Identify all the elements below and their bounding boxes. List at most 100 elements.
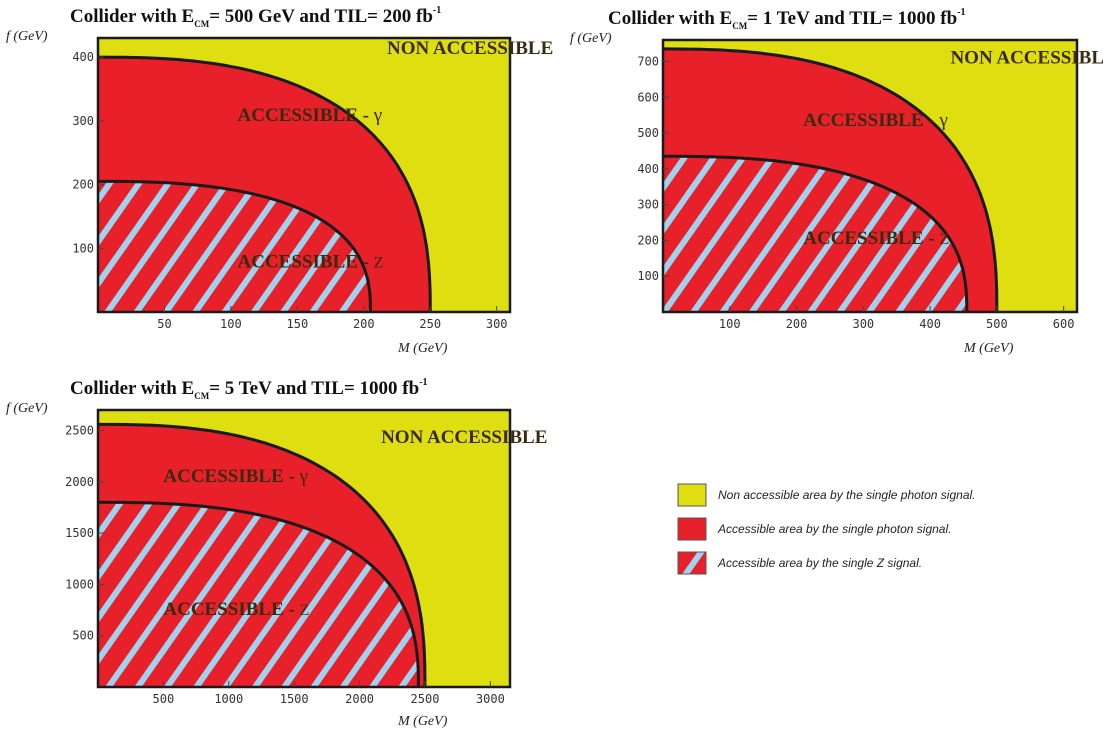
label-accessible-z: ACCESSIBLE - Z	[238, 251, 384, 272]
y-tick-label: 100	[637, 269, 659, 283]
chart-title: Collider with ECM= 5 TeV and TIL= 1000 f…	[70, 377, 428, 401]
label-text: ACCESSIBLE -	[163, 599, 299, 620]
y-tick-label: 400	[637, 162, 659, 176]
plot-frame	[661, 38, 1079, 314]
y-tick-label: 2000	[65, 475, 94, 489]
title-part: = 1 TeV and TIL= 1000 fb	[747, 8, 957, 29]
y-axis-label: f (GeV)	[6, 401, 48, 416]
label-symbol: Z	[374, 254, 384, 271]
title-superscript: -1	[419, 377, 427, 388]
x-tick-label: 200	[353, 317, 375, 331]
legend-swatch-3	[677, 551, 707, 575]
chart-title: Collider with ECM= 1 TeV and TIL= 1000 f…	[608, 7, 966, 31]
boundary-z	[97, 500, 420, 687]
label-symbol: Z	[300, 602, 310, 619]
label-accessible-z: ACCESSIBLE - Z	[803, 228, 949, 249]
label-accessible-z: ACCESSIBLE - Z	[163, 599, 309, 620]
x-tick-label: 2000	[345, 692, 374, 706]
charts-group: Collider with ECM= 500 GeV and TIL= 200 …	[6, 5, 1103, 729]
title-superscript: -1	[957, 7, 965, 18]
y-tick-label: 300	[637, 198, 659, 212]
x-axis-label: M (GeV)	[397, 341, 448, 356]
y-tick-label: 400	[72, 50, 94, 64]
x-tick-label: 100	[719, 317, 741, 331]
x-tick-label: 150	[287, 317, 309, 331]
title-part: = 5 TeV and TIL= 1000 fb	[209, 378, 419, 399]
chart-title: Collider with ECM= 500 GeV and TIL= 200 …	[70, 5, 441, 29]
x-tick-label: 1000	[214, 692, 243, 706]
label-text: ACCESSIBLE -	[238, 251, 374, 272]
x-tick-label: 500	[986, 317, 1008, 331]
y-tick-label: 500	[72, 629, 94, 643]
plot-frame	[96, 408, 512, 689]
y-tick-label: 500	[637, 126, 659, 140]
y-tick-label: 700	[637, 54, 659, 68]
boundary-z	[663, 154, 969, 312]
label-text: ACCESSIBLE -	[803, 110, 939, 131]
x-tick-label: 2500	[411, 692, 440, 706]
x-tick-label: 300	[486, 317, 508, 331]
boundary-gamma	[98, 422, 427, 688]
label-symbol: γ	[299, 466, 308, 487]
label-accessible-gamma: ACCESSIBLE - γ	[163, 466, 308, 487]
label-accessible-gamma: ACCESSIBLE - γ	[803, 110, 948, 131]
region-accessible-z	[98, 502, 419, 687]
x-tick-label: 600	[1053, 317, 1075, 331]
legend-swatch-1	[677, 483, 707, 507]
label-symbol: γ	[373, 105, 382, 126]
chart-1: Collider with ECM= 500 GeV and TIL= 200 …	[6, 5, 553, 356]
legend: Non accessible area by the single photon…	[677, 483, 976, 575]
title-subscript: CM	[194, 391, 209, 401]
x-tick-label: 500	[153, 692, 175, 706]
y-tick-label: 200	[72, 178, 94, 192]
label-symbol: γ	[938, 110, 947, 131]
x-tick-label: 50	[157, 317, 171, 331]
title-part: = 500 GeV and TIL= 200 fb	[209, 6, 433, 27]
label-text: ACCESSIBLE -	[803, 228, 939, 249]
region-accessible-z	[663, 156, 967, 312]
title-part: Collider with E	[70, 378, 194, 399]
boundary-z	[98, 179, 372, 313]
x-tick-label: 3000	[476, 692, 505, 706]
y-tick-label: 600	[637, 90, 659, 104]
boundary-gamma	[662, 47, 999, 313]
title-part: Collider with E	[70, 6, 194, 27]
x-axis-label: M (GeV)	[397, 714, 448, 729]
y-tick-label: 1000	[65, 577, 94, 591]
y-tick-label: 2500	[65, 424, 94, 438]
label-non-accessible: NON ACCESSIBLE	[387, 38, 553, 59]
y-tick-label: 1500	[65, 526, 94, 540]
x-tick-label: 300	[852, 317, 874, 331]
region-accessible-z	[98, 181, 371, 312]
boundary-gamma	[97, 55, 432, 313]
legend-label-1: Non accessible area by the single photon…	[718, 488, 976, 502]
y-axis-label: f (GeV)	[6, 29, 48, 44]
legend-swatch-2	[677, 517, 707, 541]
title-superscript: -1	[433, 5, 441, 16]
x-tick-label: 250	[419, 317, 441, 331]
chart-2: Collider with ECM= 1 TeV and TIL= 1000 f…	[570, 7, 1103, 356]
y-tick-label: 200	[637, 233, 659, 247]
label-symbol: Z	[939, 231, 949, 248]
y-axis-label: f (GeV)	[570, 31, 612, 46]
label-text: ACCESSIBLE -	[238, 105, 374, 126]
chart-3: Collider with ECM= 5 TeV and TIL= 1000 f…	[6, 377, 547, 729]
title-part: Collider with E	[608, 8, 732, 29]
x-tick-label: 200	[786, 317, 808, 331]
x-tick-label: 1500	[280, 692, 309, 706]
title-subscript: CM	[194, 19, 209, 29]
label-non-accessible: NON ACCESSIBLE	[381, 427, 547, 448]
title-subscript: CM	[732, 21, 747, 31]
label-accessible-gamma: ACCESSIBLE - γ	[238, 105, 383, 126]
x-tick-label: 400	[919, 317, 941, 331]
legend-label-2: Accessible area by the single photon sig…	[717, 522, 951, 536]
x-tick-label: 100	[220, 317, 242, 331]
plot-frame	[96, 36, 512, 314]
legend-label-3: Accessible area by the single Z signal.	[717, 556, 922, 570]
y-tick-label: 100	[72, 241, 94, 255]
x-axis-label: M (GeV)	[963, 341, 1014, 356]
y-tick-label: 300	[72, 114, 94, 128]
label-non-accessible: NON ACCESSIBLE	[950, 47, 1103, 68]
label-text: ACCESSIBLE -	[163, 466, 299, 487]
